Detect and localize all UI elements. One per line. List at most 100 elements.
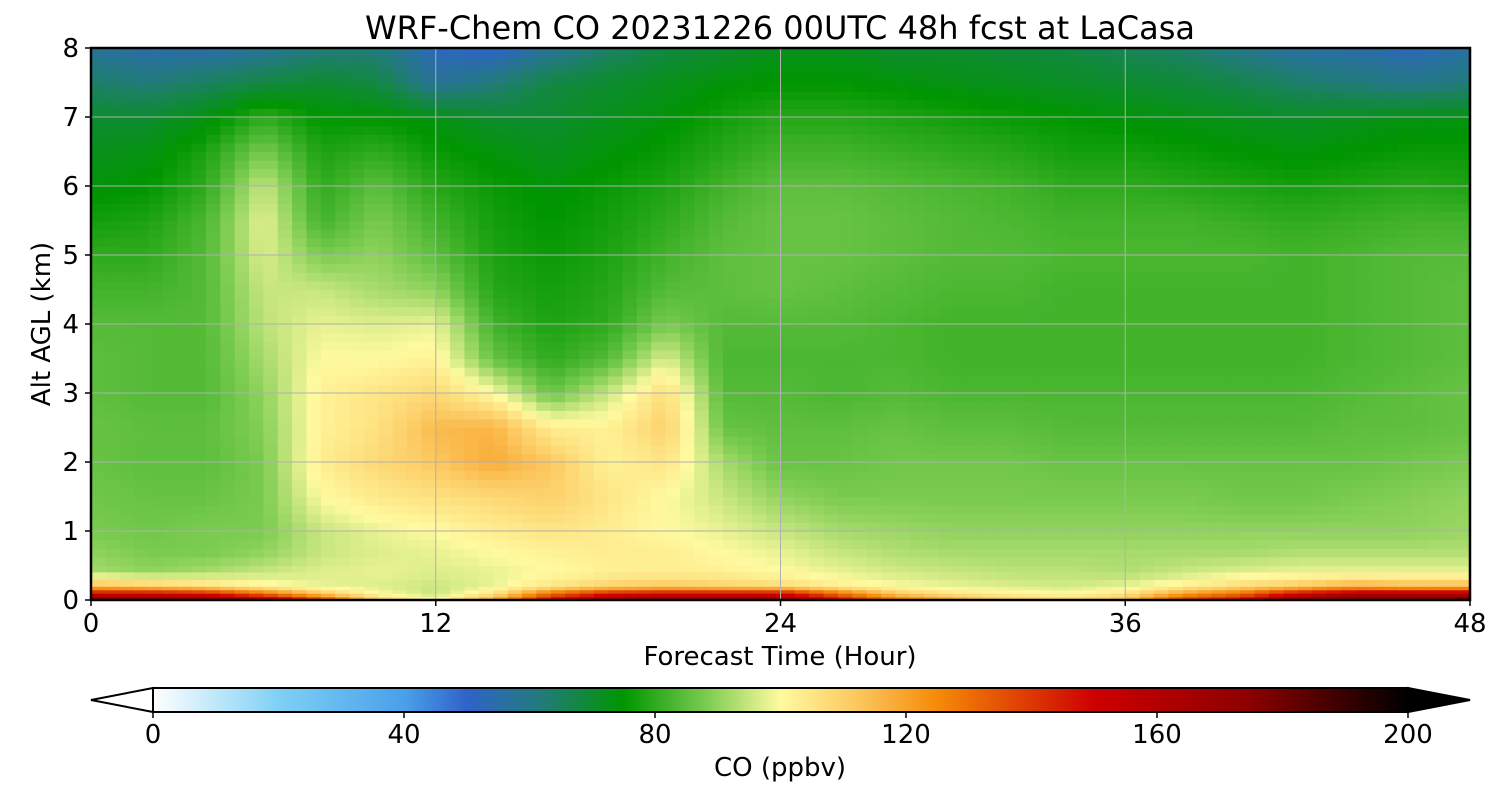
heatmap-cell — [852, 168, 868, 178]
heatmap-cell — [565, 349, 580, 360]
heatmap-cell — [1398, 289, 1414, 299]
heatmap-cell — [249, 565, 264, 575]
heatmap-cell — [435, 324, 451, 334]
heatmap-cell — [1283, 306, 1299, 316]
heatmap-cell — [938, 565, 954, 575]
heatmap-cell — [134, 436, 150, 446]
heatmap-cell — [665, 186, 681, 196]
heatmap-cell — [1211, 186, 1227, 196]
heatmap-cell — [737, 496, 753, 506]
heatmap-cell — [780, 315, 796, 325]
heatmap-cell — [1211, 522, 1227, 532]
heatmap-cell — [579, 565, 595, 575]
heatmap-cell — [478, 462, 494, 472]
heatmap-cell — [938, 332, 954, 342]
heatmap-cell — [521, 349, 537, 360]
heatmap-cell — [565, 177, 580, 187]
heatmap-cell — [1355, 401, 1371, 411]
heatmap-cell — [536, 229, 552, 239]
heatmap-cell — [809, 203, 825, 213]
heatmap-cell — [450, 444, 466, 454]
heatmap-cell — [148, 315, 164, 325]
heatmap-cell — [608, 470, 624, 480]
heatmap-cell — [263, 332, 279, 342]
heatmap-cell — [766, 280, 782, 291]
heatmap-cell — [119, 539, 135, 549]
heatmap-cell — [363, 332, 379, 342]
heatmap-cell — [1240, 272, 1256, 282]
heatmap-cell — [909, 349, 925, 360]
heatmap-cell — [608, 453, 624, 463]
heatmap-cell — [478, 556, 494, 567]
heatmap-cell — [1139, 255, 1155, 265]
heatmap-cell — [1311, 401, 1327, 411]
heatmap-cell — [493, 505, 509, 515]
heatmap-cell — [952, 418, 968, 429]
heatmap-cell — [1340, 332, 1356, 342]
heatmap-cell — [565, 151, 580, 161]
heatmap-cell — [1211, 410, 1227, 420]
heatmap-cell — [1125, 470, 1141, 480]
heatmap-cell — [723, 522, 738, 532]
heatmap-cell — [924, 160, 940, 170]
heatmap-cell — [1225, 436, 1241, 446]
heatmap-cell — [119, 565, 135, 575]
heatmap-cell — [1311, 496, 1327, 506]
heatmap-cell — [794, 341, 810, 351]
heatmap-cell — [579, 168, 595, 178]
heatmap-cell — [1182, 324, 1198, 334]
heatmap-cell — [694, 298, 710, 308]
heatmap-cell — [1441, 531, 1457, 541]
heatmap-cell — [536, 479, 552, 489]
heatmap-cell — [507, 479, 523, 489]
heatmap-cell — [708, 410, 724, 420]
heatmap-cell — [421, 349, 437, 360]
heatmap-cell — [119, 237, 135, 247]
heatmap-cell — [780, 332, 796, 342]
heatmap-cell — [1412, 298, 1428, 308]
heatmap-cell — [981, 237, 997, 247]
heatmap-cell — [751, 349, 767, 360]
heatmap-cell — [1053, 211, 1069, 222]
heatmap-cell — [1168, 168, 1184, 178]
heatmap-cell — [263, 246, 279, 256]
heatmap-cell — [1311, 194, 1327, 204]
heatmap-cell — [435, 298, 451, 308]
heatmap-cell — [464, 168, 480, 178]
heatmap-cell — [665, 513, 681, 523]
heatmap-cell — [407, 289, 422, 299]
heatmap-cell — [909, 255, 925, 265]
heatmap-cell — [1039, 453, 1055, 463]
heatmap-cell — [1067, 548, 1083, 558]
heatmap-cell — [665, 246, 681, 256]
heatmap-cell — [895, 151, 911, 161]
heatmap-cell — [1168, 487, 1184, 498]
heatmap-cell — [435, 496, 451, 506]
heatmap-cell — [1110, 263, 1126, 273]
heatmap-cell — [249, 246, 264, 256]
heatmap-cell — [1168, 427, 1184, 437]
heatmap-cell — [1211, 453, 1227, 463]
heatmap-cell — [1211, 315, 1227, 325]
heatmap-cell — [450, 280, 466, 291]
heatmap-cell — [507, 211, 523, 222]
heatmap-cell — [205, 565, 221, 575]
heatmap-cell — [1067, 203, 1083, 213]
heatmap-cell — [622, 393, 638, 403]
heatmap-cell — [809, 444, 825, 454]
heatmap-cell — [1153, 220, 1169, 230]
heatmap-cell — [407, 487, 422, 498]
heatmap-cell — [134, 332, 150, 342]
heatmap-cell — [780, 401, 796, 411]
heatmap-cell — [507, 522, 523, 532]
heatmap-cell — [220, 479, 236, 489]
heatmap-cell — [363, 548, 379, 558]
heatmap-cell — [909, 211, 925, 222]
heatmap-cell — [277, 289, 293, 299]
heatmap-cell — [1398, 168, 1414, 178]
heatmap-cell — [249, 186, 264, 196]
heatmap-cell — [866, 349, 882, 360]
heatmap-cell — [1311, 444, 1327, 454]
heatmap-cell — [1153, 375, 1169, 385]
heatmap-cell — [1197, 168, 1213, 178]
